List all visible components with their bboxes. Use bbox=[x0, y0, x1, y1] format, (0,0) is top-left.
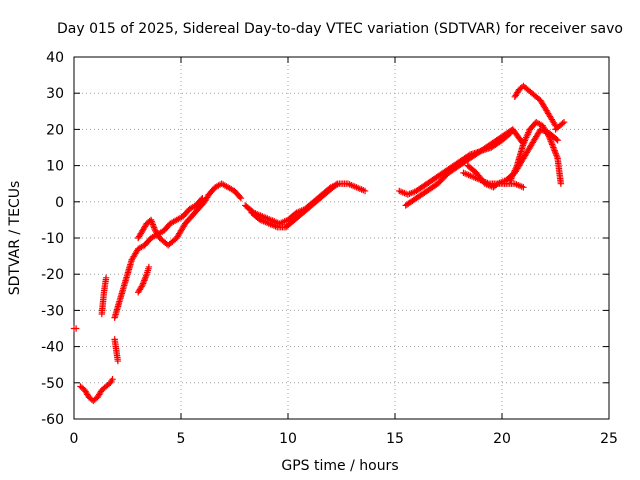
chart-title: Day 015 of 2025, Sidereal Day-to-day VTE… bbox=[57, 21, 623, 37]
data-point bbox=[557, 180, 565, 187]
y-axis-label: SDTVAR / TECUs bbox=[7, 181, 23, 296]
series-pass-start bbox=[70, 325, 80, 332]
x-axis-label: GPS time / hours bbox=[281, 458, 398, 474]
data-point bbox=[138, 283, 145, 290]
axis-ticks bbox=[73, 56, 610, 420]
data-point bbox=[554, 137, 561, 144]
x-tick-label: 20 bbox=[493, 431, 511, 447]
series-rise-a bbox=[111, 194, 206, 321]
data-point bbox=[553, 136, 560, 143]
y-tick-label: 40 bbox=[46, 50, 64, 66]
data-point bbox=[334, 180, 341, 187]
series-tail bbox=[552, 118, 568, 133]
series-late-peak bbox=[507, 118, 565, 187]
series-dip-10h-b bbox=[248, 180, 341, 231]
y-tick-label: 30 bbox=[46, 86, 64, 102]
y-tick-labels: -60 -50 -40 -30 -20 -10 0 10 20 30 40 bbox=[41, 50, 64, 428]
series-early-spike bbox=[98, 274, 110, 318]
y-tick-label: 10 bbox=[46, 159, 64, 175]
series-rise-b bbox=[135, 191, 213, 249]
y-tick-label: 20 bbox=[46, 122, 64, 138]
data-point bbox=[114, 357, 122, 365]
y-tick-label: -30 bbox=[41, 303, 64, 319]
series-dip-19h bbox=[464, 162, 527, 191]
x-tick-label: 10 bbox=[279, 431, 297, 447]
data-point bbox=[102, 274, 110, 282]
x-tick-label: 25 bbox=[600, 431, 618, 447]
data-point bbox=[361, 187, 369, 195]
x-tick-label: 15 bbox=[386, 431, 404, 447]
x-tick-labels: 0 5 10 15 20 25 bbox=[70, 431, 618, 447]
data-point bbox=[109, 375, 116, 383]
data-point bbox=[145, 263, 153, 271]
x-tick-label: 0 bbox=[70, 431, 79, 447]
series-hump-1 bbox=[205, 180, 245, 202]
y-tick-label: -50 bbox=[41, 376, 64, 392]
series-peak-31 bbox=[511, 82, 559, 129]
y-tick-label: -10 bbox=[41, 231, 64, 247]
y-tick-label: -40 bbox=[41, 340, 64, 356]
data-point bbox=[72, 325, 80, 332]
data-point bbox=[560, 118, 568, 126]
series-short-segment bbox=[135, 263, 153, 296]
grid bbox=[74, 57, 609, 419]
y-tick-label: 0 bbox=[55, 195, 64, 211]
data-point bbox=[520, 184, 527, 191]
y-tick-label: -20 bbox=[41, 267, 64, 283]
data-point bbox=[559, 120, 566, 127]
data-point bbox=[236, 193, 244, 201]
series-post-gap-b bbox=[402, 126, 527, 209]
series-early-drop bbox=[111, 336, 122, 365]
data-point bbox=[332, 181, 340, 188]
y-tick-label: -60 bbox=[41, 412, 64, 428]
data-point bbox=[493, 181, 500, 189]
series-early-dip bbox=[77, 375, 116, 405]
data-point bbox=[237, 194, 245, 202]
data-points bbox=[70, 82, 568, 405]
x-tick-label: 5 bbox=[177, 431, 186, 447]
